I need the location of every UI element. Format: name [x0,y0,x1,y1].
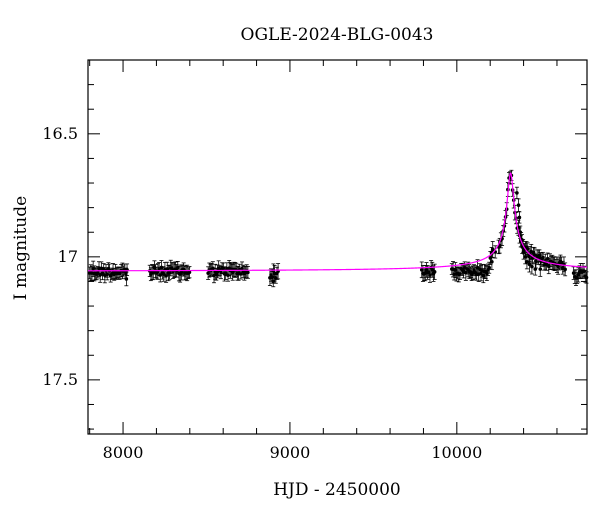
data-point [246,270,250,275]
x-axis-label: HJD - 2450000 [273,480,401,500]
data-point [523,255,528,259]
data-point [515,191,519,195]
plot-frame [87,59,588,435]
data-point [490,259,494,264]
axis-ticks [88,59,587,434]
data-point [516,203,521,207]
data-point [517,215,522,220]
y-axis-label: I magnitude [11,196,31,300]
x-tick-label: 8000 [103,443,144,462]
data-point [525,259,529,264]
data-point [271,279,276,284]
data-point [530,264,534,269]
x-tick-label: 9000 [270,443,311,462]
data-point [432,270,437,274]
data-point [533,267,538,271]
data-point [541,255,545,260]
data-point [521,250,526,254]
data-point [527,262,532,267]
data-point [487,265,492,270]
data-point [187,270,192,275]
data-point [563,267,567,272]
axis-tick-labels: 8000 9000 10000 16.5 17 17.5 [42,124,482,462]
data-point [490,247,495,252]
data-point [538,267,543,271]
data-points [87,169,589,288]
data-point [124,277,129,281]
model-curve [88,172,588,272]
chart-title: OGLE-2024-BLG-0043 [241,25,434,45]
data-point [584,275,589,280]
y-tick-label: 16.5 [42,124,78,143]
y-tick-label: 17 [58,247,78,266]
y-tick-label: 17.5 [42,370,78,389]
x-tick-label: 10000 [431,443,482,462]
